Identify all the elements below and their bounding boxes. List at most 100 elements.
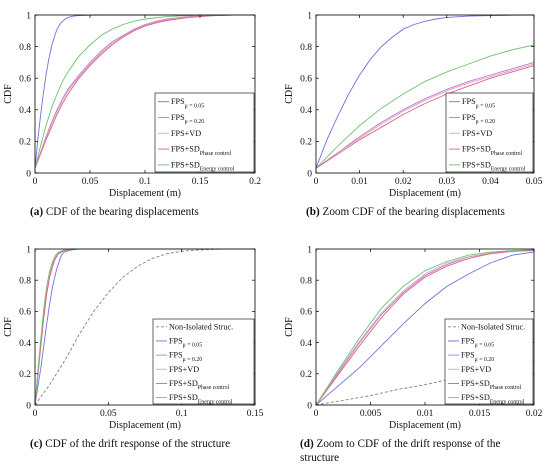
y-axis-label: CDF: [284, 84, 295, 104]
series-line-sdenergy: [34, 248, 255, 406]
caption-text: Zoom to CDF of the drift response of the: [313, 438, 501, 450]
legend-label-sdphase: FPS+SDPhase control: [461, 379, 522, 391]
x-tick-label: 0.05: [100, 409, 117, 419]
legend-label-main: Non-Isolated Struc.: [169, 322, 233, 331]
legend-label-fps005: FPSμ = 0.05: [461, 336, 494, 348]
series-line-sdenergy: [34, 14, 255, 169]
legend-label-main: FPS: [461, 351, 475, 360]
x-tick-label: 0: [33, 177, 38, 187]
legend-label-subscript: Phase control: [198, 385, 230, 391]
x-tick-label: 0.02: [526, 409, 543, 419]
x-tick-label: 0.01: [351, 177, 368, 187]
chart-panel-3: 0 0.05 0.1 0.15 0 0.2 0.4 0.6 0.8 1 Displacement (…: [3, 245, 264, 431]
x-tick-label: 0: [314, 409, 319, 419]
chart-panel-4: 0 0.005 0.01 0.015 0.02 0 0.2 0.4 0.6 0.8 1 Displac…: [284, 245, 543, 431]
series-line-fps020: [315, 61, 535, 169]
y-tick-label: 0.2: [300, 138, 312, 148]
legend-label-subscript: Phase control: [490, 385, 522, 391]
caption-text: Zoom CDF of the bearing displacements: [319, 206, 505, 218]
legend-label-subscript: Energy control: [490, 399, 525, 405]
caption-letter: (c): [30, 438, 43, 450]
caption-d: (d) Zoom to CDF of the drift response of…: [300, 437, 500, 465]
legend-label-sdphase: FPS+SDPhase control: [171, 145, 232, 157]
legend-label-fps005: FPSμ = 0.05: [169, 336, 202, 348]
legend-label-main: FPS: [462, 97, 476, 106]
series-line-fpsvd: [34, 14, 255, 169]
x-tick-label: 0.005: [360, 409, 382, 419]
y-tick-label: 0.8: [19, 277, 31, 287]
x-tick-label: 0: [33, 409, 38, 419]
legend-box: [152, 318, 255, 405]
y-tick-label: 0.2: [19, 138, 31, 148]
legend-label-fpsvd: FPS+VD: [462, 129, 492, 138]
legend-label-subscript: μ = 0.05: [475, 343, 495, 349]
x-tick-label: 0: [314, 177, 319, 187]
series-line-nonisolated: [34, 248, 255, 406]
legend-box: [444, 318, 534, 405]
legend-label-subscript: μ = 0.20: [183, 357, 203, 363]
y-tick-label: 0.8: [300, 277, 312, 287]
x-tick-label: 0.1: [139, 177, 151, 187]
x-tick-label: 0.03: [438, 177, 455, 187]
legend-label-main: FPS+SD: [171, 160, 200, 169]
x-tick-label: 0.2: [249, 177, 261, 187]
y-tick-label: 1: [26, 245, 31, 255]
y-tick-label: 0.8: [300, 43, 312, 53]
legend-label-main: FPS: [169, 351, 183, 360]
caption-a: (a) CDF of the bearing displacements: [30, 205, 199, 219]
y-tick-label: 1: [307, 245, 312, 255]
legend-label-nonisolated: Non-Isolated Struc.: [461, 322, 525, 331]
caption-text: CDF of the drift response of the structu…: [42, 438, 231, 450]
legend-label-subscript: Energy control: [200, 167, 235, 173]
legend-label-fps020: FPSμ = 0.20: [171, 113, 204, 125]
series-line-sdphase: [315, 65, 535, 169]
legend-label-fps020: FPSμ = 0.20: [462, 113, 495, 125]
legend-box: [154, 92, 255, 173]
legend-label-sdenergy: FPS+SDEnergy control: [169, 393, 233, 405]
legend-label-main: FPS+VD: [171, 129, 201, 138]
legend-label-main: FPS+VD: [462, 129, 492, 138]
legend-label-sdenergy: FPS+SDEnergy control: [171, 160, 235, 172]
legend-label-sdphase: FPS+SDPhase control: [462, 145, 523, 157]
x-tick-label: 0.02: [395, 177, 412, 187]
caption-letter: (b): [306, 206, 320, 218]
series-line-sdenergy: [315, 44, 535, 169]
x-tick-label: 0.05: [82, 177, 99, 187]
legend-label-subscript: Phase control: [200, 151, 232, 157]
x-tick-label: 0.015: [469, 409, 491, 419]
x-tick-label: 0.05: [526, 177, 543, 187]
caption-letter: (a): [30, 206, 44, 218]
y-tick-label: 0.8: [19, 43, 31, 53]
legend-label-main: FPS: [171, 97, 185, 106]
series-line-fps005: [34, 248, 255, 406]
y-tick-label: 1: [307, 11, 312, 21]
legend-label-main: FPS+VD: [169, 365, 199, 374]
y-tick-label: 0: [26, 401, 31, 411]
legend-label-sdphase: FPS+SDPhase control: [169, 379, 230, 391]
legend-label-fpsvd: FPS+VD: [171, 129, 201, 138]
x-tick-label: 0.04: [482, 177, 499, 187]
series-line-fpsvd: [315, 63, 535, 169]
y-tick-label: 0.4: [19, 339, 31, 349]
legend-label-main: FPS: [169, 336, 183, 345]
y-axis-label: CDF: [284, 317, 295, 337]
y-tick-label: 0.2: [19, 370, 31, 380]
legend-label-main: FPS: [171, 113, 185, 122]
chart-panel-1: 0 0.05 0.1 0.15 0.2 0 0.2 0.4 0.6 0.8 1 Displacemen…: [3, 11, 261, 199]
legend-label-fpsvd: FPS+VD: [461, 365, 491, 374]
y-tick-label: 0: [26, 169, 31, 179]
legend-label-main: FPS+SD: [461, 379, 490, 388]
x-tick-label: 0.1: [176, 409, 188, 419]
y-axis-label: CDF: [3, 317, 14, 337]
legend-label-main: FPS+VD: [461, 365, 491, 374]
y-tick-label: 0.4: [19, 106, 31, 116]
legend-label-sdenergy: FPS+SDEnergy control: [461, 393, 525, 405]
legend-label-main: Non-Isolated Struc.: [461, 322, 525, 331]
legend-label-fps020: FPSμ = 0.20: [169, 351, 202, 363]
legend-label-subscript: Energy control: [198, 399, 233, 405]
